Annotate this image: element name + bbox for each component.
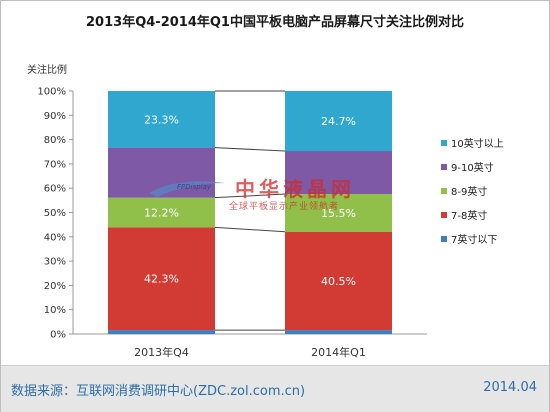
legend-swatch (441, 188, 447, 194)
series-connector-line (214, 226, 286, 233)
bar-segment (285, 330, 392, 334)
y-axis-label: 关注比例 (27, 65, 67, 76)
y-tick-label: 90% (44, 111, 66, 122)
legend-swatch (441, 164, 447, 170)
chart-title: 2013年Q4-2014年Q1中国平板电脑产品屏幕尺寸关注比例对比 (86, 15, 464, 30)
bar-segment (108, 330, 215, 334)
bar-segment (285, 231, 392, 331)
watermark-subtitle: 全球平板显示产业领航者 (229, 202, 340, 212)
y-tick-label: 0% (50, 330, 66, 341)
data-label: 42.3% (144, 273, 179, 286)
legend-swatch (441, 140, 447, 146)
legend-label: 7-8英寸 (451, 209, 487, 222)
data-label: 12.2% (144, 207, 179, 220)
fpdisplay-logo-icon: FPDisplay (149, 181, 225, 197)
bar-segment (108, 91, 215, 148)
series-connector-line (214, 147, 286, 152)
data-source: 数据来源：互联网消费调研中心(ZDC.zol.com.cn) (11, 384, 306, 399)
y-tick-label: 80% (44, 135, 66, 146)
y-tick-label: 20% (44, 281, 66, 292)
legend-label: 9-10英寸 (451, 161, 494, 174)
legend-swatch (441, 212, 447, 218)
watermark-logo-text: FPDisplay (177, 183, 212, 191)
y-tick-label: 10% (44, 305, 66, 316)
data-label: 40.5% (321, 275, 356, 288)
y-tick-label: 50% (44, 208, 66, 219)
legend-label: 7英寸以下 (451, 233, 497, 246)
stacked-bar-chart: 0% 10% 20% 30% 40% 50% 60% 70% 80% 90% 100% 42.3% 12… (37, 87, 504, 360)
watermark-title: 中华液晶网 (235, 177, 355, 201)
data-label: 23.3% (144, 113, 179, 126)
x-tick-label: 2013年Q4 (134, 345, 189, 359)
y-tick-label: 100% (37, 87, 66, 98)
data-label: 15.5% (321, 207, 356, 220)
data-label: 24.7% (321, 115, 356, 128)
series-connector-line (214, 193, 286, 199)
bar-segment (108, 227, 215, 331)
y-tick-label: 70% (44, 159, 66, 170)
bar-segment (108, 197, 215, 228)
legend-swatch (441, 236, 447, 242)
footer-bar: 数据来源：互联网消费调研中心(ZDC.zol.com.cn) 2014.04 (1, 365, 549, 412)
y-tick-label: 60% (44, 184, 66, 195)
bar-segment (285, 194, 392, 232)
report-date: 2014.04 (483, 380, 537, 395)
x-tick-label: 2014年Q1 (311, 345, 366, 359)
y-tick-label: 30% (44, 257, 66, 268)
y-tick-label: 40% (44, 232, 66, 243)
bar-segment (285, 151, 392, 195)
legend-label: 10英寸以上 (451, 137, 504, 150)
bar-segment (285, 91, 392, 152)
watermark: FPDisplay 中华液晶网 全球平板显示产业领航者 (149, 173, 429, 223)
legend-label: 8-9英寸 (451, 185, 487, 198)
